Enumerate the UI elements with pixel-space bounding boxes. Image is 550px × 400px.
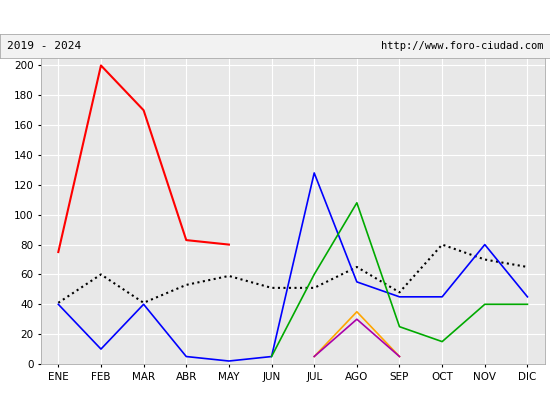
- Text: Evolucion Nº Turistas Extranjeros en el municipio de Cabreros del Río: Evolucion Nº Turistas Extranjeros en el …: [14, 10, 536, 24]
- Text: http://www.foro-ciudad.com: http://www.foro-ciudad.com: [381, 41, 543, 51]
- Text: 2019 - 2024: 2019 - 2024: [7, 41, 81, 51]
